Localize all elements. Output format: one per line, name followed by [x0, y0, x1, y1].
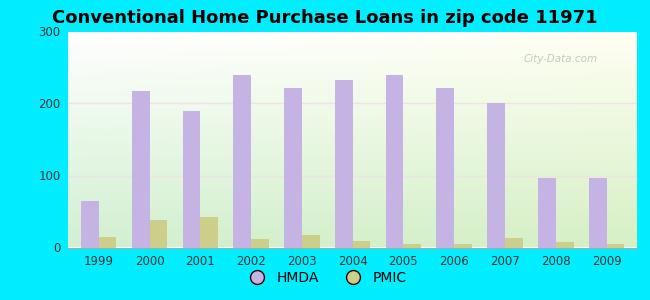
Bar [284, 88, 302, 247]
Bar [132, 91, 150, 247]
Bar [556, 242, 573, 247]
Bar [183, 111, 200, 248]
Bar [589, 178, 606, 248]
Bar [404, 244, 421, 247]
Bar [335, 80, 352, 248]
Bar [251, 239, 269, 248]
Text: Conventional Home Purchase Loans in zip code 11971: Conventional Home Purchase Loans in zip … [52, 9, 598, 27]
Bar [99, 237, 116, 248]
Bar [436, 88, 454, 247]
Bar [488, 103, 505, 247]
Legend: HMDA, PMIC: HMDA, PMIC [237, 265, 413, 290]
Bar [302, 235, 320, 248]
Text: City-Data.com: City-Data.com [524, 54, 598, 64]
Bar [81, 201, 99, 248]
Bar [200, 217, 218, 248]
Bar [150, 220, 167, 247]
Bar [606, 244, 624, 247]
Bar [385, 75, 404, 248]
Bar [538, 178, 556, 248]
Bar [505, 238, 523, 248]
Bar [352, 241, 370, 247]
Bar [233, 75, 251, 248]
Bar [454, 244, 472, 247]
